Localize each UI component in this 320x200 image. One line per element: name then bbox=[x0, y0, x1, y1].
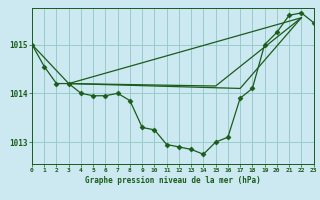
X-axis label: Graphe pression niveau de la mer (hPa): Graphe pression niveau de la mer (hPa) bbox=[85, 176, 261, 185]
